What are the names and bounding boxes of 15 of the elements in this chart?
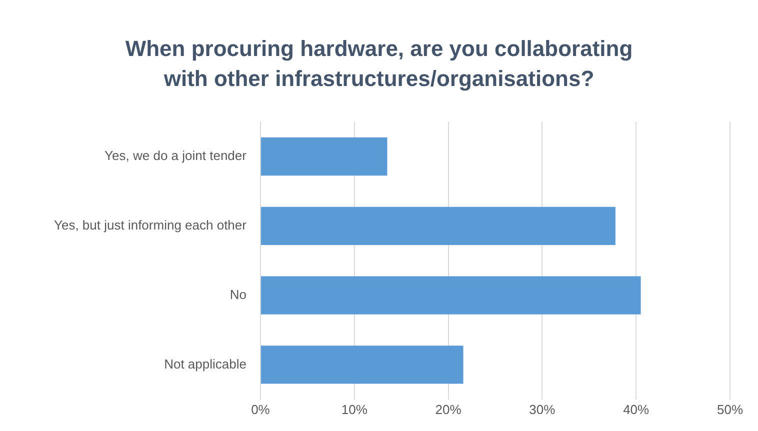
chart-title: When procuring hardware, are you collaborating with other infrastructures/organisations? <box>124 35 634 93</box>
y-tick-label: No <box>230 286 246 302</box>
x-tick-label: 0% <box>251 402 270 417</box>
y-tick-label: Yes, but just informing each other <box>54 217 248 232</box>
y-tick-label: Not applicable <box>164 356 246 372</box>
x-tick-label: 20% <box>435 402 462 417</box>
x-tick-label: 50% <box>716 402 744 417</box>
y-tick-label: Yes, we do a joint tender <box>104 148 248 164</box>
bar <box>260 206 616 245</box>
bar <box>260 346 464 384</box>
x-tick-label: 30% <box>529 402 556 417</box>
x-tick-label: 10% <box>341 402 368 417</box>
x-tick-label: 40% <box>623 402 650 417</box>
bar <box>260 276 641 314</box>
bar <box>260 137 388 176</box>
